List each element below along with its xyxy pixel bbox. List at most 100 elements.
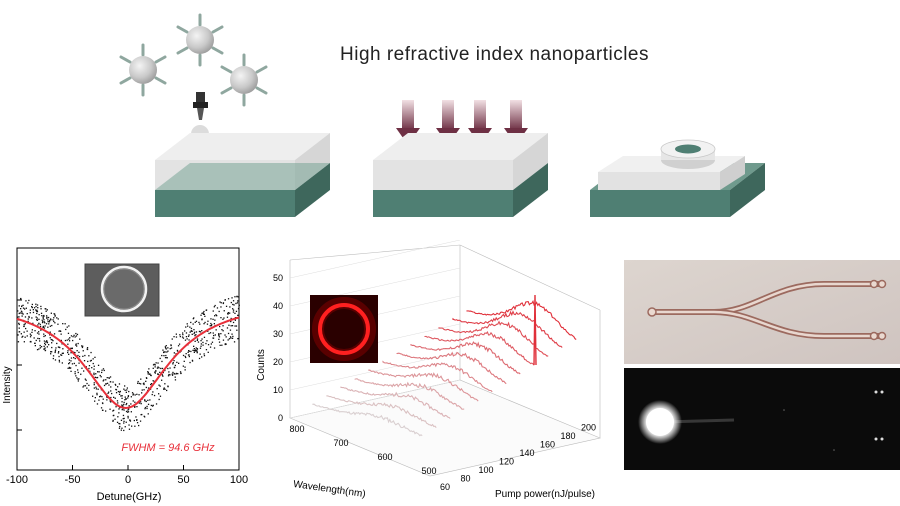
- data-point: [44, 335, 46, 337]
- data-point: [166, 389, 168, 392]
- data-point: [74, 336, 76, 338]
- data-point: [54, 315, 56, 317]
- data-point: [50, 338, 52, 341]
- data-point: [29, 341, 31, 343]
- data-point: [119, 391, 121, 393]
- data-point: [210, 343, 212, 345]
- data-point: [164, 383, 166, 385]
- data-point: [164, 388, 166, 390]
- data-point: [213, 306, 215, 308]
- data-point: [128, 390, 130, 393]
- data-point: [190, 330, 193, 332]
- data-point: [129, 420, 132, 422]
- data-point: [58, 330, 60, 332]
- data-point: [67, 351, 69, 354]
- data-point: [44, 325, 46, 327]
- data-point: [30, 334, 32, 336]
- data-point: [45, 308, 47, 310]
- data-point: [166, 357, 168, 359]
- data-point: [175, 333, 177, 335]
- data-point: [132, 393, 135, 395]
- data-point: [114, 383, 116, 386]
- data-point: [165, 347, 167, 349]
- data-point: [36, 312, 38, 315]
- data-point: [44, 349, 47, 351]
- data-point: [231, 337, 234, 339]
- data-point: [201, 312, 203, 314]
- z-tick-label: 0: [278, 413, 283, 423]
- data-point: [36, 304, 39, 306]
- data-point: [21, 336, 23, 338]
- data-point: [35, 316, 37, 318]
- data-point: [200, 343, 202, 345]
- data-point: [214, 315, 216, 317]
- data-point: [198, 321, 200, 324]
- data-point: [81, 345, 83, 347]
- data-point: [231, 325, 234, 327]
- data-point: [56, 342, 58, 345]
- data-point: [128, 408, 130, 410]
- data-point: [228, 324, 230, 326]
- data-point: [36, 319, 39, 321]
- data-point: [229, 312, 231, 314]
- data-point: [96, 376, 99, 379]
- data-point: [169, 374, 171, 376]
- data-point: [204, 321, 206, 324]
- data-point: [102, 380, 104, 382]
- y-tick-label: 700: [333, 438, 348, 448]
- data-point: [161, 379, 163, 381]
- spectrum-trace: [438, 320, 549, 357]
- data-point: [131, 392, 134, 394]
- data-point: [165, 354, 167, 357]
- data-point: [144, 416, 146, 418]
- data-point: [163, 388, 165, 390]
- data-point: [57, 323, 59, 325]
- data-point: [23, 341, 25, 343]
- data-point: [159, 371, 161, 373]
- data-point: [35, 305, 37, 308]
- data-point: [51, 342, 53, 344]
- data-point: [53, 333, 56, 335]
- data-point: [144, 408, 146, 410]
- data-point: [163, 351, 165, 353]
- data-point: [189, 361, 191, 364]
- nanoparticle: [220, 53, 268, 107]
- data-point: [108, 377, 110, 379]
- data-point: [175, 336, 178, 338]
- data-point: [67, 367, 69, 369]
- x-tick-label: 140: [519, 448, 534, 458]
- data-point: [126, 389, 128, 391]
- data-point: [203, 310, 205, 313]
- data-point: [162, 375, 164, 377]
- data-point: [215, 329, 217, 331]
- data-point: [41, 319, 43, 321]
- data-point: [94, 397, 96, 399]
- data-point: [225, 336, 227, 338]
- data-point: [235, 325, 238, 327]
- data-point: [186, 323, 188, 325]
- data-point: [234, 296, 236, 298]
- data-point: [121, 405, 123, 407]
- data-point: [172, 363, 174, 365]
- data-point: [227, 298, 230, 300]
- data-point: [139, 420, 142, 422]
- data-point: [106, 396, 108, 399]
- data-point: [76, 333, 79, 336]
- data-point: [62, 348, 64, 350]
- data-point: [97, 388, 99, 390]
- data-point: [113, 409, 115, 411]
- data-point: [152, 405, 154, 407]
- data-point: [164, 346, 166, 348]
- data-point: [188, 339, 190, 341]
- data-point: [136, 419, 138, 421]
- data-point: [88, 367, 90, 370]
- data-point: [185, 356, 187, 359]
- data-point: [21, 305, 23, 308]
- data-point: [134, 405, 136, 408]
- data-point: [145, 386, 147, 389]
- data-point: [37, 324, 39, 326]
- data-point: [127, 395, 130, 397]
- data-point: [175, 372, 178, 375]
- data-point: [162, 371, 164, 374]
- data-point: [199, 347, 202, 349]
